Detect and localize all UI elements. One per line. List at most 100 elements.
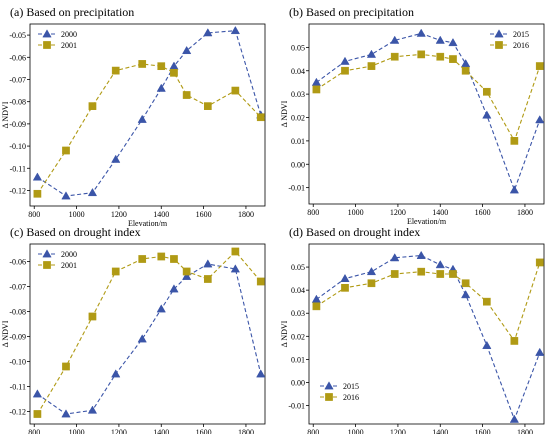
y-tick-label: -0.10 xyxy=(9,142,26,151)
data-point xyxy=(482,110,492,119)
data-point xyxy=(203,259,213,268)
x-axis-label: Elevation/m xyxy=(128,219,168,228)
x-tick-label: 1400 xyxy=(432,208,448,217)
y-tick-label: 0.02 xyxy=(291,114,305,123)
x-tick-label: 1600 xyxy=(196,428,212,434)
y-tick-label: -0.05 xyxy=(9,31,26,40)
x-tick-label: 1600 xyxy=(196,210,212,219)
x-tick-label: 1800 xyxy=(238,428,254,434)
data-point xyxy=(417,50,426,59)
x-tick-label: 1000 xyxy=(69,428,85,434)
chart-panel-0: (a) Based on precipitation 800 1000 1200 140… xyxy=(1,5,266,228)
data-point xyxy=(111,66,120,75)
chart-title: (b) Based on precipitation xyxy=(289,5,414,19)
data-point xyxy=(87,405,98,414)
data-point xyxy=(203,102,212,110)
legend-label: 2015 xyxy=(343,382,359,391)
data-point xyxy=(390,52,399,61)
x-tick-label: 1800 xyxy=(517,428,533,434)
data-point xyxy=(341,66,349,75)
data-point xyxy=(33,410,42,418)
series-2000 xyxy=(32,25,266,200)
series-2001 xyxy=(33,60,265,198)
series-line xyxy=(36,63,262,195)
y-tick-label: 0.02 xyxy=(291,332,305,341)
plot-frame xyxy=(29,243,266,425)
data-point xyxy=(203,28,213,37)
data-point xyxy=(61,191,71,200)
legend-label: 2016 xyxy=(513,41,529,50)
data-point xyxy=(390,270,399,278)
data-point xyxy=(170,68,178,77)
y-tick-label: 0.04 xyxy=(291,67,305,76)
data-point xyxy=(461,59,471,68)
y-tick-label: -0.11 xyxy=(10,383,26,392)
legend-marker xyxy=(43,261,51,269)
x-tick-label: 1400 xyxy=(153,210,169,219)
y-tick-label: -0.07 xyxy=(9,75,26,84)
x-axis-label: Elevation/m xyxy=(407,217,447,226)
data-point xyxy=(256,113,265,122)
y-tick-label: -0.06 xyxy=(9,53,26,62)
x-tick-label: 1600 xyxy=(475,208,491,217)
x-tick-label: 1000 xyxy=(348,208,364,217)
data-point xyxy=(436,270,445,278)
data-point xyxy=(311,294,322,303)
data-point xyxy=(33,189,42,198)
data-point xyxy=(461,279,470,288)
y-tick-label: -0.12 xyxy=(9,408,26,417)
series-line xyxy=(316,32,541,192)
legend: 2000 2001 xyxy=(38,249,77,270)
data-point xyxy=(482,87,491,96)
legend-marker xyxy=(325,393,333,401)
x-tick-label: 1400 xyxy=(153,428,169,434)
legend: 2015 2016 xyxy=(490,29,529,50)
data-point xyxy=(390,253,400,262)
data-point xyxy=(448,37,458,47)
data-point xyxy=(137,114,147,123)
y-axis-label: Δ NDVI xyxy=(280,100,289,127)
x-tick-label: 1200 xyxy=(390,208,406,217)
y-tick-label: -0.09 xyxy=(9,333,26,342)
data-point xyxy=(169,284,179,293)
y-tick-label: 0.01 xyxy=(291,137,305,146)
data-point xyxy=(111,154,121,163)
data-point xyxy=(156,83,166,92)
y-tick-label: -0.08 xyxy=(9,308,26,317)
data-point xyxy=(366,266,377,276)
legend-label: 2000 xyxy=(61,250,77,259)
data-point xyxy=(390,35,400,44)
data-point xyxy=(182,91,191,99)
x-tick-label: 1200 xyxy=(390,428,406,434)
x-tick-label: 1800 xyxy=(238,210,254,219)
data-point xyxy=(312,85,321,94)
series-line xyxy=(37,263,262,415)
y-tick-label: 0.03 xyxy=(291,309,305,318)
data-point xyxy=(230,25,240,35)
y-tick-label: 0.04 xyxy=(291,286,305,295)
data-point xyxy=(230,264,240,273)
data-point xyxy=(138,255,147,263)
data-point xyxy=(416,250,426,259)
y-tick-label: -0.08 xyxy=(9,98,26,107)
data-point xyxy=(535,62,544,70)
data-point xyxy=(509,414,519,423)
y-axis-label: Δ NDVI xyxy=(1,101,10,128)
series-2016 xyxy=(312,258,544,345)
plot-frame xyxy=(29,23,266,207)
y-tick-label: -0.11 xyxy=(10,164,26,173)
data-point xyxy=(157,252,166,261)
y-tick-label: -0.07 xyxy=(9,283,26,292)
plot-frame xyxy=(308,23,545,205)
data-point xyxy=(32,172,43,181)
data-point xyxy=(87,187,98,197)
y-tick-label: -0.01 xyxy=(288,184,305,193)
x-tick-label: 800 xyxy=(28,428,40,434)
data-point xyxy=(231,247,240,256)
x-tick-label: 1600 xyxy=(475,428,491,434)
data-point xyxy=(88,102,97,110)
data-point xyxy=(170,255,178,263)
y-tick-label: 0.05 xyxy=(291,43,305,52)
x-tick-label: 1800 xyxy=(517,208,533,217)
